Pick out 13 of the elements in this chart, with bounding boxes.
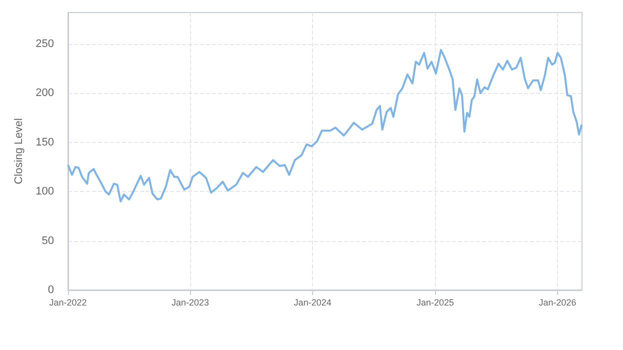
x-tick-label: Jan-2026 [538, 298, 576, 308]
y-tick-label: 50 [42, 234, 54, 247]
line-series [67, 48, 583, 202]
y-tick-label: 200 [36, 87, 54, 100]
y-tick-label: 150 [36, 136, 54, 148]
x-tick-label: Jan-2025 [416, 298, 454, 308]
y-axis-title: Closing Level [13, 118, 26, 184]
x-tick-label: Jan-2024 [294, 298, 332, 308]
y-tick-label: 250 [36, 38, 54, 50]
y-tick-label: 100 [36, 186, 54, 198]
y-tick-label: 0 [48, 284, 54, 296]
x-tick-label: Jan-2022 [49, 298, 87, 308]
x-tick-label: Jan-2023 [172, 298, 210, 308]
